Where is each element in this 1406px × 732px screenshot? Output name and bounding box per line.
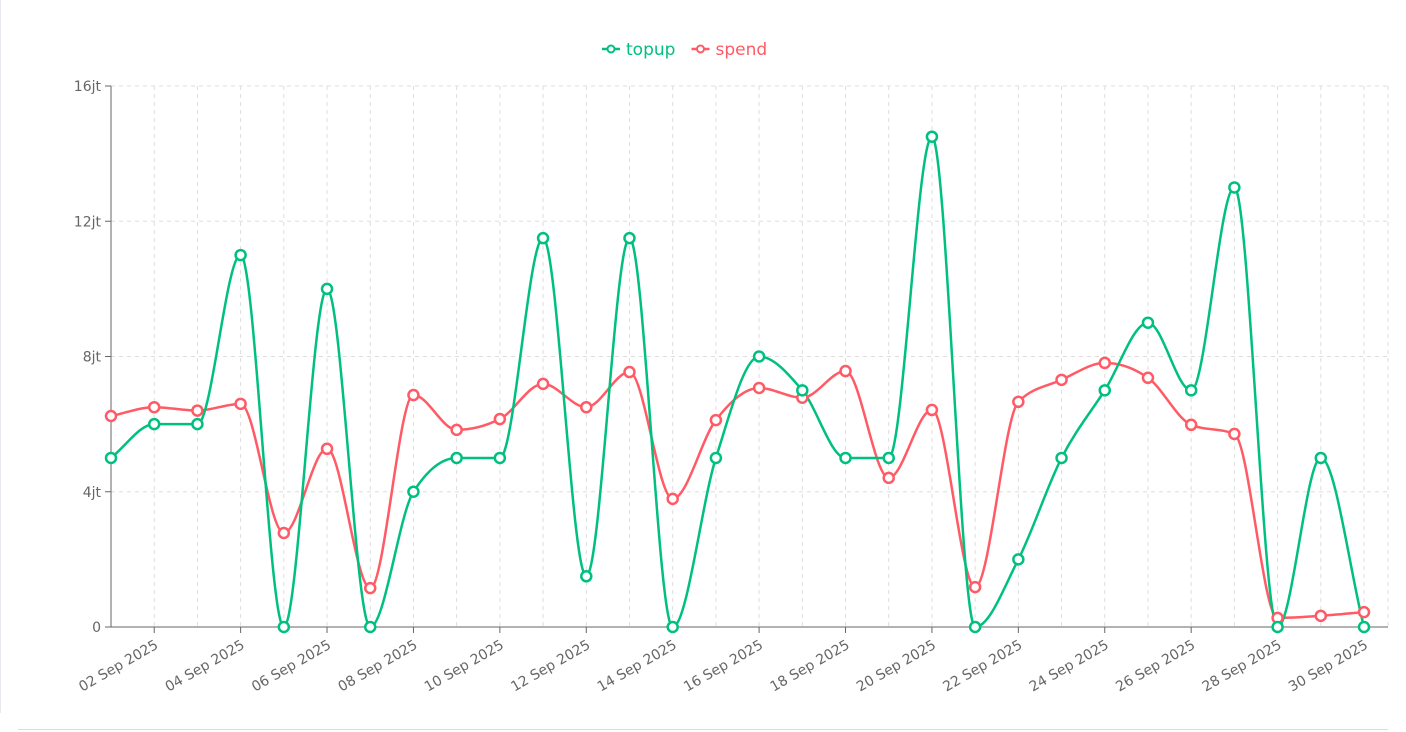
topup-point — [580, 570, 593, 583]
topup-point — [709, 451, 723, 465]
spend-point — [320, 442, 334, 456]
x-tick-label: 02 Sep 2025 — [76, 637, 161, 695]
spend-point — [234, 397, 247, 411]
x-tick-label: 26 Sep 2025 — [1113, 637, 1198, 695]
y-tick-label: 4jt — [83, 485, 102, 501]
spend-point — [1012, 395, 1025, 409]
divider — [18, 729, 1388, 730]
spend-point — [1228, 427, 1241, 441]
spend-point — [450, 423, 463, 437]
topup-point — [666, 620, 679, 634]
x-tick-label: 28 Sep 2025 — [1200, 637, 1285, 695]
topup-point — [1098, 384, 1112, 397]
spend-point — [1141, 371, 1155, 385]
topup-point — [536, 231, 550, 245]
topup-point — [1314, 451, 1328, 465]
spend-point — [666, 492, 679, 506]
spend-point — [1357, 605, 1371, 619]
x-tick-label: 22 Sep 2025 — [940, 637, 1025, 695]
topup-point — [450, 451, 463, 465]
spend-point — [277, 526, 291, 540]
spend-point — [925, 403, 939, 417]
topup-point — [1184, 384, 1198, 397]
spend-point — [1055, 373, 1068, 387]
topup-point — [882, 451, 895, 465]
x-tick-label: 04 Sep 2025 — [163, 637, 248, 695]
topup-point — [1141, 316, 1155, 329]
spend-point — [752, 381, 766, 395]
topup-point — [493, 451, 507, 465]
spend-point — [580, 400, 593, 414]
x-tick-label: 12 Sep 2025 — [508, 637, 593, 695]
spend-point — [407, 388, 420, 402]
spend-point — [1098, 356, 1112, 370]
grid — [111, 85, 1389, 627]
spend-point — [1184, 418, 1198, 432]
series-lines — [104, 130, 1371, 634]
legend-item-topup: topup — [602, 40, 675, 60]
topup-line — [110, 135, 1366, 629]
topup-point — [968, 620, 982, 634]
legend-item-spend: spend — [691, 40, 768, 60]
spend-point — [882, 471, 895, 485]
topup-point — [104, 451, 118, 465]
legend-label: spend — [716, 40, 768, 60]
spend-point — [709, 413, 723, 427]
x-tick-label: 08 Sep 2025 — [336, 637, 421, 695]
x-tick-label: 16 Sep 2025 — [681, 637, 766, 695]
spend-point — [968, 580, 982, 594]
legend-label: topup — [626, 40, 675, 60]
spend-point — [623, 365, 636, 379]
y-tick-label: 0 — [92, 620, 101, 636]
topup-point — [1357, 620, 1371, 634]
x-tick-label: 10 Sep 2025 — [422, 637, 507, 695]
y-tick-label: 8jt — [83, 350, 102, 366]
spend-point — [1314, 609, 1328, 623]
x-tick-label: 06 Sep 2025 — [249, 637, 334, 695]
x-tick-label: 14 Sep 2025 — [595, 637, 680, 695]
chart-card — [0, 0, 1, 713]
spend-line — [110, 361, 1365, 620]
topup-point — [796, 384, 809, 397]
spend-point — [493, 412, 507, 426]
topup-point — [1271, 620, 1284, 634]
spend-point — [104, 409, 118, 423]
y-tick-label: 16jt — [74, 79, 102, 95]
topup-point — [363, 620, 377, 634]
topup-point — [1012, 553, 1025, 566]
topup-point — [1228, 181, 1241, 194]
legend: topup spend — [602, 40, 767, 60]
legend-circle-icon — [606, 44, 616, 54]
topup-point — [234, 248, 247, 262]
topup-point — [623, 231, 636, 245]
x-tick-label: 30 Sep 2025 — [1286, 637, 1371, 695]
topup-point — [277, 620, 291, 634]
topup-point — [1055, 451, 1068, 465]
spend-point — [363, 581, 377, 595]
spend-point — [191, 404, 204, 417]
legend-circle-icon — [696, 44, 705, 54]
spend-point — [147, 400, 161, 414]
topup-point — [925, 130, 939, 143]
spend-point — [839, 364, 852, 378]
topup-point — [407, 485, 420, 498]
y-tick-label: 12jt — [74, 214, 102, 230]
topup-point — [191, 417, 204, 431]
topup-point — [839, 451, 852, 465]
topup-point — [320, 282, 334, 296]
spend-point — [536, 377, 550, 391]
x-tick-label: 18 Sep 2025 — [768, 637, 853, 695]
x-tick-label: 24 Sep 2025 — [1027, 637, 1112, 695]
topup-point — [147, 417, 161, 431]
x-tick-label: 20 Sep 2025 — [854, 637, 939, 695]
topup-point — [752, 350, 766, 363]
